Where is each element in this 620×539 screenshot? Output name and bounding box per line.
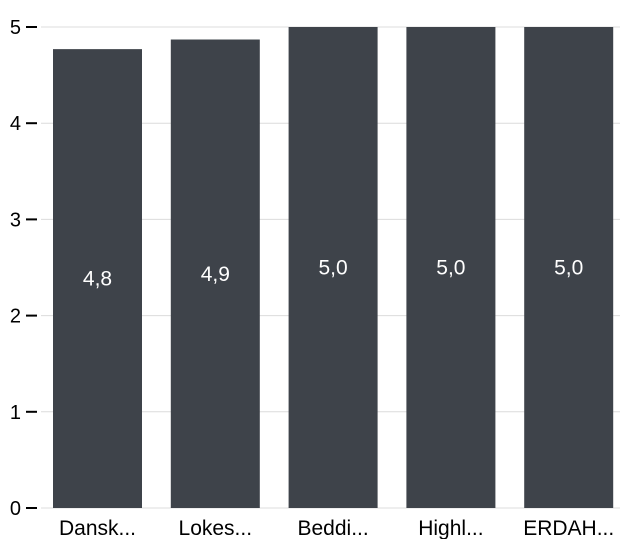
bars — [53, 27, 614, 508]
x-tick-label: Beddi... — [297, 517, 368, 539]
data-label: 4,9 — [201, 263, 230, 286]
data-label: 5,0 — [554, 257, 583, 280]
data-label: 5,0 — [436, 257, 465, 280]
x-tick-label: Dansk... — [59, 517, 136, 539]
y-tick-label: 5 — [10, 17, 21, 39]
data-label: 5,0 — [318, 257, 347, 280]
y-tick-label: 3 — [10, 209, 21, 231]
bar-4[interactable] — [406, 27, 496, 508]
y-tick-label: 0 — [10, 498, 21, 520]
bar-1[interactable] — [53, 49, 142, 508]
x-axis: Dansk... Lokes... Beddi... Highl... ERDAH... — [59, 517, 614, 539]
y-axis: 0 1 2 3 4 5 — [10, 17, 37, 520]
bar-5[interactable] — [524, 27, 614, 508]
bar-3[interactable] — [288, 27, 378, 508]
x-tick-label: Lokes... — [179, 517, 253, 539]
y-tick-label: 2 — [10, 306, 21, 328]
data-label: 4,8 — [83, 268, 112, 291]
y-tick-label: 1 — [10, 402, 21, 424]
data-labels: 4,8 4,9 5,0 5,0 5,0 — [83, 257, 583, 291]
bar-2[interactable] — [170, 39, 260, 508]
x-tick-label: Highl... — [418, 517, 483, 539]
x-tick-label: ERDAH... — [523, 517, 614, 539]
y-tick-label: 4 — [10, 113, 21, 135]
